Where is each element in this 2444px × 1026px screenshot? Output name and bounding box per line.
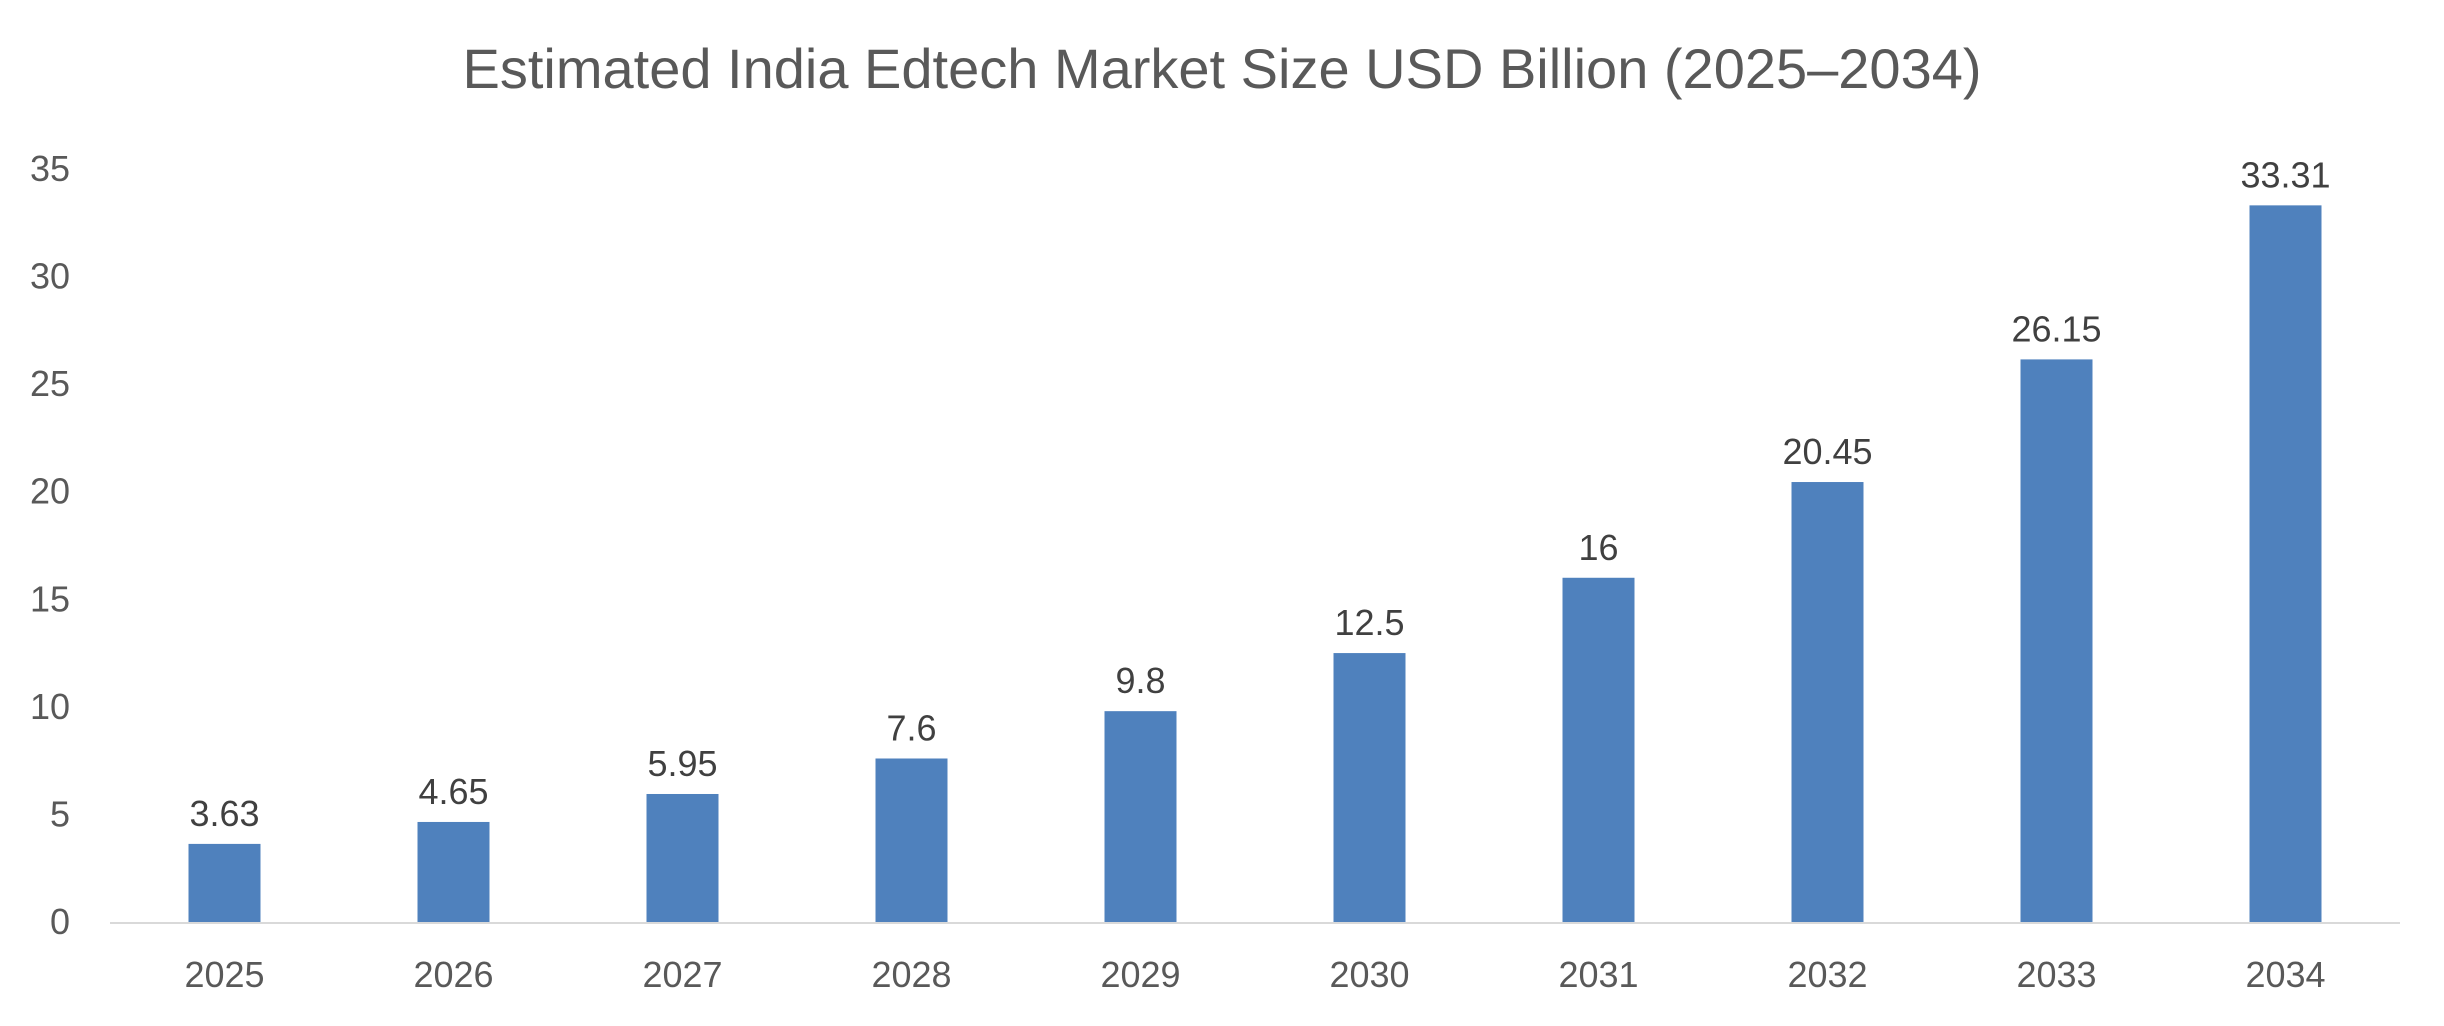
bar — [417, 821, 490, 922]
bar — [1562, 577, 1635, 922]
data-label: 12.5 — [1334, 602, 1404, 643]
data-label: 16 — [1578, 527, 1618, 568]
y-tick-label: 15 — [30, 578, 70, 619]
bar — [1791, 482, 1864, 922]
y-tick-label: 30 — [30, 256, 70, 297]
data-label: 33.31 — [2240, 154, 2330, 195]
x-tick-label: 2033 — [2016, 954, 2096, 995]
x-tick-label: 2031 — [1558, 954, 1638, 995]
data-label: 3.63 — [189, 793, 259, 834]
bar — [1104, 711, 1177, 922]
data-label: 4.65 — [418, 771, 488, 812]
y-tick-label: 35 — [30, 148, 70, 189]
bar — [875, 758, 948, 922]
bar — [2020, 359, 2093, 922]
data-labels: 3.63 4.65 5.95 7.6 9.8 12.5 16 20.45 26.15 33.31 — [189, 154, 2330, 834]
chart-title: Estimated India Edtech Market Size USD B… — [462, 37, 1982, 100]
x-tick-label: 2026 — [413, 954, 493, 995]
bars — [188, 205, 2322, 923]
x-tick-label: 2025 — [184, 954, 264, 995]
bar — [2249, 205, 2322, 923]
y-tick-label: 20 — [30, 471, 70, 512]
y-tick-label: 5 — [50, 793, 70, 834]
data-label: 7.6 — [886, 707, 936, 748]
y-tick-label: 10 — [30, 686, 70, 727]
x-tick-label: 2034 — [2245, 954, 2325, 995]
bar — [1333, 653, 1406, 922]
x-tick-label: 2030 — [1329, 954, 1409, 995]
x-tick-label: 2028 — [871, 954, 951, 995]
data-label: 20.45 — [1782, 431, 1872, 472]
y-axis-ticks: 0 5 10 15 20 25 30 35 — [30, 148, 70, 942]
data-label: 26.15 — [2011, 308, 2101, 349]
x-tick-label: 2029 — [1100, 954, 1180, 995]
bar — [188, 843, 261, 922]
x-axis-ticks: 2025 2026 2027 2028 2029 2030 2031 2032 2033 2034 — [184, 954, 2325, 995]
y-tick-label: 25 — [30, 363, 70, 404]
data-label: 9.8 — [1115, 660, 1165, 701]
bar — [646, 793, 719, 922]
x-tick-label: 2032 — [1787, 954, 1867, 995]
y-tick-label: 0 — [50, 901, 70, 942]
x-tick-label: 2027 — [642, 954, 722, 995]
data-label: 5.95 — [647, 743, 717, 784]
